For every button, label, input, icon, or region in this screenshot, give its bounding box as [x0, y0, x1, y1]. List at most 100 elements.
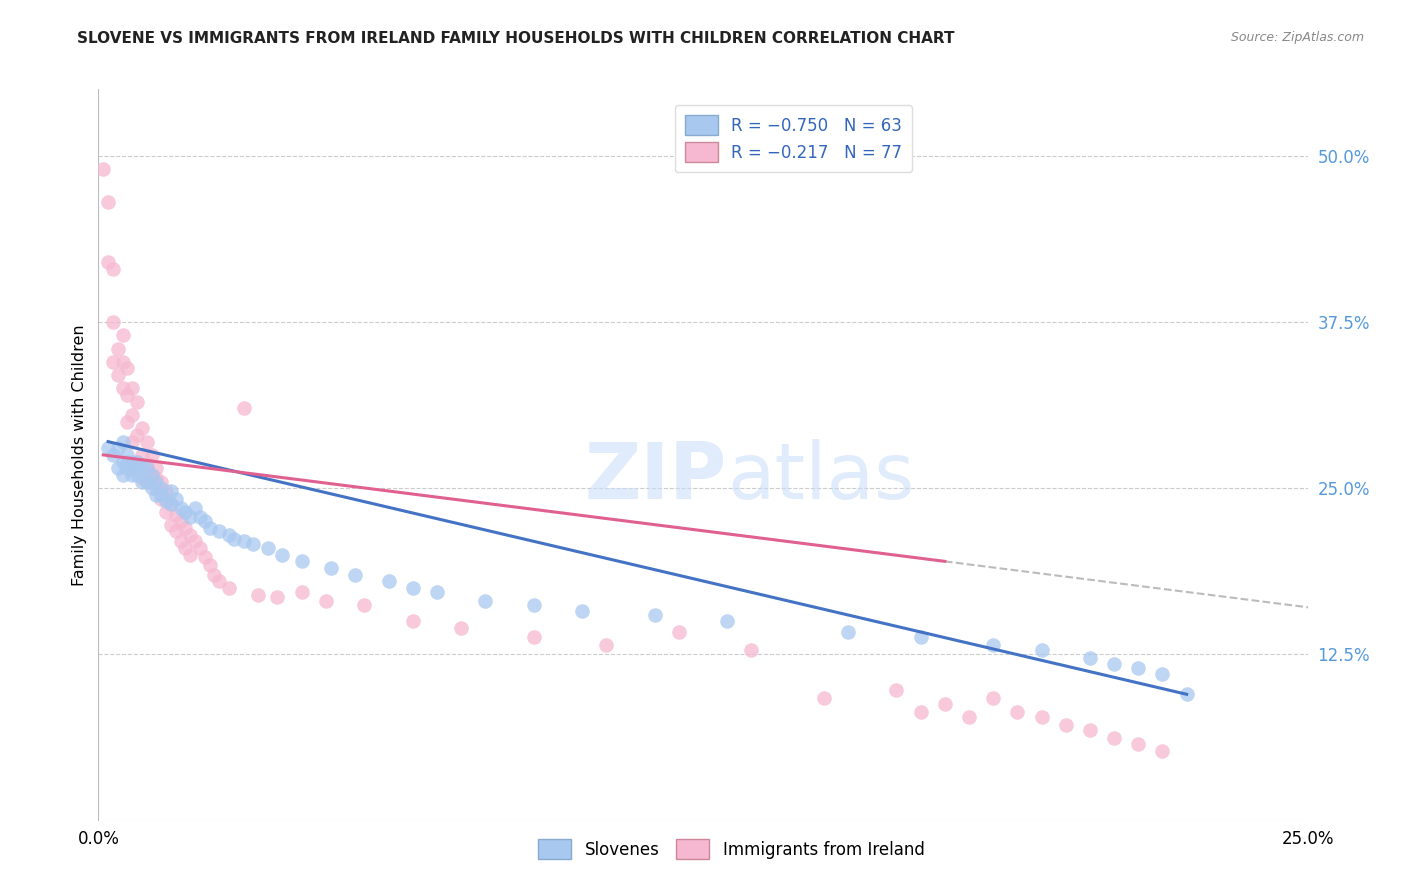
Point: [150, 488, 173, 502]
Point: [135, 457, 157, 471]
Point: [127, 454, 149, 468]
Point: [165, 508, 187, 522]
Point: [179, 510, 201, 524]
Point: [117, 461, 139, 475]
Point: [571, 603, 593, 617]
Point: [131, 421, 153, 435]
Point: [121, 461, 143, 475]
Text: atlas: atlas: [727, 439, 915, 515]
Point: [1128, 737, 1150, 751]
Point: [150, 491, 173, 506]
Point: [121, 467, 143, 482]
Point: [232, 534, 254, 549]
Point: [135, 475, 157, 489]
Point: [107, 368, 129, 383]
Point: [150, 481, 173, 495]
Point: [101, 261, 124, 276]
Point: [169, 501, 191, 516]
Point: [184, 501, 207, 516]
Point: [232, 401, 254, 416]
Point: [117, 361, 139, 376]
Point: [160, 483, 183, 498]
Point: [111, 454, 134, 468]
Point: [402, 581, 425, 595]
Point: [127, 467, 149, 482]
Point: [111, 434, 134, 449]
Point: [165, 491, 187, 506]
Point: [934, 697, 956, 711]
Point: [135, 461, 157, 475]
Point: [117, 448, 139, 462]
Point: [1152, 744, 1174, 758]
Point: [150, 475, 173, 489]
Point: [145, 488, 167, 502]
Point: [315, 594, 337, 608]
Point: [184, 534, 207, 549]
Point: [117, 454, 139, 468]
Point: [97, 442, 120, 456]
Point: [290, 585, 312, 599]
Point: [174, 505, 197, 519]
Point: [194, 550, 217, 565]
Point: [910, 705, 932, 719]
Point: [174, 521, 197, 535]
Point: [247, 588, 270, 602]
Point: [111, 355, 134, 369]
Point: [523, 598, 546, 612]
Point: [716, 614, 738, 628]
Point: [208, 524, 231, 538]
Point: [256, 541, 278, 555]
Point: [194, 515, 217, 529]
Point: [957, 710, 980, 724]
Point: [127, 454, 149, 468]
Point: [377, 574, 399, 589]
Point: [160, 497, 183, 511]
Point: [450, 621, 472, 635]
Point: [101, 315, 124, 329]
Point: [111, 381, 134, 395]
Point: [1152, 667, 1174, 681]
Point: [222, 532, 245, 546]
Point: [141, 467, 163, 482]
Legend: R = −0.750   N = 63, R = −0.217   N = 77: R = −0.750 N = 63, R = −0.217 N = 77: [675, 105, 912, 172]
Point: [145, 461, 167, 475]
Point: [107, 342, 129, 356]
Point: [121, 454, 143, 468]
Y-axis label: Family Households with Children: Family Households with Children: [72, 324, 87, 586]
Point: [426, 585, 449, 599]
Point: [188, 510, 211, 524]
Point: [117, 415, 139, 429]
Point: [131, 470, 153, 484]
Point: [208, 574, 231, 589]
Point: [1054, 718, 1077, 732]
Point: [1031, 710, 1053, 724]
Text: SLOVENE VS IMMIGRANTS FROM IRELAND FAMILY HOUSEHOLDS WITH CHILDREN CORRELATION C: SLOVENE VS IMMIGRANTS FROM IRELAND FAMIL…: [77, 31, 955, 46]
Point: [165, 524, 187, 538]
Point: [145, 481, 167, 495]
Point: [837, 624, 859, 639]
Point: [174, 541, 197, 555]
Point: [981, 638, 1004, 652]
Point: [145, 475, 167, 489]
Point: [111, 328, 134, 343]
Point: [160, 518, 183, 533]
Point: [155, 483, 177, 498]
Text: ZIP: ZIP: [585, 439, 727, 515]
Point: [595, 638, 617, 652]
Point: [198, 558, 221, 573]
Legend: Slovenes, Immigrants from Ireland: Slovenes, Immigrants from Ireland: [530, 830, 932, 868]
Point: [101, 355, 124, 369]
Point: [160, 497, 183, 511]
Point: [1078, 723, 1101, 738]
Point: [204, 567, 226, 582]
Point: [131, 448, 153, 462]
Point: [135, 434, 157, 449]
Point: [101, 448, 124, 462]
Point: [910, 630, 932, 644]
Point: [740, 643, 762, 657]
Point: [1102, 657, 1125, 671]
Point: [266, 591, 288, 605]
Point: [242, 537, 264, 551]
Point: [127, 428, 149, 442]
Point: [121, 434, 143, 449]
